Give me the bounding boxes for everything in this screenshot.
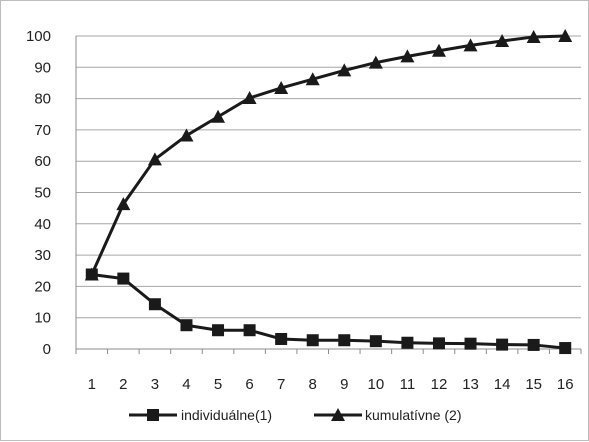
data-point-triangle (431, 43, 446, 57)
series-line-2 (90, 34, 566, 276)
data-point-triangle (463, 38, 478, 52)
legend-label: kumulatívne (2) (365, 407, 461, 423)
data-point-square (401, 336, 414, 349)
data-point-triangle (558, 29, 573, 42)
data-point-square (117, 272, 130, 285)
y-tick-label: 20 (34, 278, 51, 295)
data-point-square (212, 324, 225, 337)
data-point-triangle (211, 109, 226, 123)
gridlines (76, 35, 581, 319)
data-point-triangle (368, 55, 383, 69)
data-point-triangle (179, 128, 194, 142)
data-point-square (275, 332, 288, 345)
data-point-triangle (526, 29, 541, 43)
data-point-square (338, 334, 351, 347)
data-point-square (243, 324, 256, 337)
x-tick-label: 7 (277, 376, 285, 393)
data-point-square (369, 335, 382, 348)
x-tick-label: 13 (462, 376, 479, 393)
series-line-1 (91, 273, 566, 350)
x-tick-label: 10 (368, 376, 385, 393)
data-point-square (180, 319, 193, 332)
data-point-triangle (337, 63, 352, 77)
x-tick-label: 16 (557, 376, 574, 393)
data-point-triangle (242, 90, 257, 104)
data-point-square (527, 338, 540, 351)
data-point-triangle (84, 267, 99, 281)
data-point-triangle (400, 49, 415, 63)
data-point-triangle (274, 80, 289, 94)
series-1 (85, 268, 572, 355)
data-point-triangle (147, 152, 162, 166)
y-tick-label: 100 (26, 28, 51, 45)
legend-item-2: kumulatívne (2) (314, 407, 461, 423)
y-tick-label: 60 (34, 153, 51, 170)
y-tick-label: 50 (34, 185, 51, 202)
x-tick-label: 8 (309, 376, 317, 393)
data-point-triangle (495, 34, 510, 48)
legend-marker-square (147, 409, 159, 421)
legend-marker-triangle (331, 408, 345, 421)
y-tick-label: 10 (34, 310, 51, 327)
x-tick-label: 14 (494, 376, 511, 393)
y-tick-label: 30 (34, 247, 51, 264)
data-point-square (148, 298, 161, 311)
x-tick-label: 2 (119, 376, 127, 393)
y-tick-label: 0 (43, 341, 51, 358)
y-tick-label: 40 (34, 216, 51, 233)
data-point-square (559, 342, 572, 355)
x-tick-label: 1 (88, 376, 96, 393)
x-tick-label: 5 (214, 376, 222, 393)
series (84, 29, 573, 355)
legend-label: individuálne(1) (181, 407, 272, 423)
x-tick-label: 6 (245, 376, 253, 393)
y-tick-label: 80 (34, 91, 51, 108)
legend-item-1: individuálne(1) (129, 407, 272, 423)
x-tick-label: 11 (400, 376, 416, 393)
x-tick-labels: 1 2 3 4 5 6 7 8 9 10 11 12 13 14 15 16 (88, 376, 574, 393)
x-tick-label: 12 (431, 376, 448, 393)
x-tick-label: 4 (182, 376, 190, 393)
data-point-triangle (305, 72, 320, 86)
x-tick-label: 15 (525, 376, 542, 393)
data-point-square (496, 338, 509, 351)
x-tick-label: 3 (151, 376, 159, 393)
data-point-triangle (116, 197, 131, 211)
legend: individuálne(1) kumulatívne (2) (129, 407, 461, 423)
y-tick-label: 70 (34, 122, 51, 139)
data-point-square (306, 334, 319, 347)
data-point-square (432, 337, 445, 350)
x-tick-label: 9 (340, 376, 348, 393)
series-2 (84, 29, 573, 281)
y-tick-label: 90 (34, 59, 51, 76)
data-point-square (464, 337, 477, 350)
y-tick-labels: 0 10 20 30 40 50 60 70 80 90 100 (26, 28, 51, 358)
